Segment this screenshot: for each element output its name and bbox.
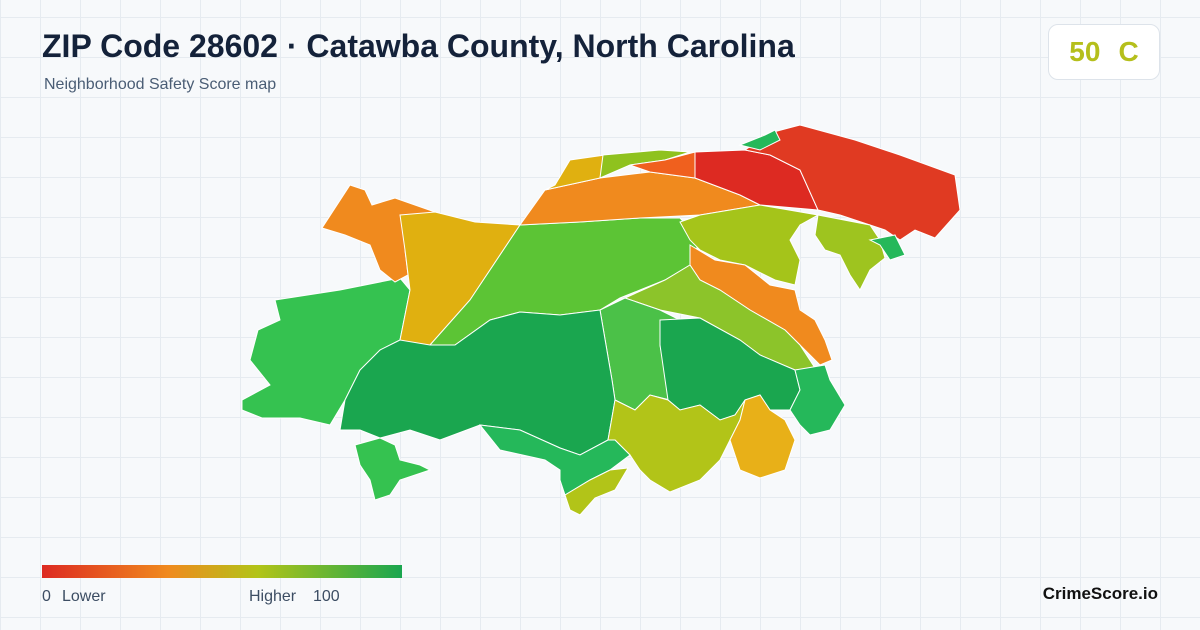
title: ZIP Code 28602 · Catawba County, North C… [42,28,795,64]
region [729,394,796,479]
legend-max-label: Higher [249,588,297,605]
legend-gradient [42,565,402,578]
score-badge: 50 C [1048,24,1160,80]
region [789,364,846,436]
subtitle: Neighborhood Safety Score map [44,76,277,93]
legend-min-label: Lower [62,588,106,605]
region [738,129,781,151]
score-grade: C [1118,36,1139,67]
legend-max: 100 [313,588,340,605]
region [868,234,906,261]
region [564,467,629,516]
region [679,204,820,286]
region [814,214,886,291]
brand: CrimeScore.io [1042,584,1158,603]
region [339,309,616,456]
score-value: 50 [1069,36,1101,67]
region [354,437,432,501]
legend-min: 0 [42,588,51,605]
neighborhoods [241,124,961,516]
